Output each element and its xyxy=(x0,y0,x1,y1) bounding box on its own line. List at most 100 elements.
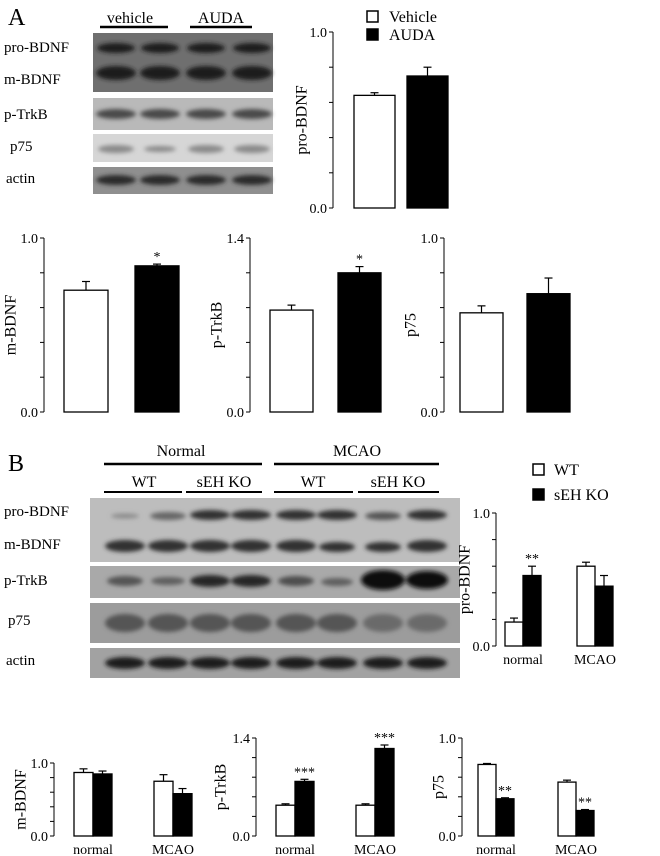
bar xyxy=(576,565,596,647)
blot-label-p75-b: p75 xyxy=(8,613,31,629)
significance-marker: ** xyxy=(525,552,539,567)
legend-swatch-vehicle xyxy=(366,10,379,23)
x-category-label: normal xyxy=(275,843,315,856)
blot-label-actin-a: actin xyxy=(6,171,36,187)
legend-label-vehicle: Vehicle xyxy=(389,9,437,26)
bar-chart-4: 0.0 1.0 p75 xyxy=(403,232,571,421)
bar xyxy=(406,75,449,209)
blot-label-pro-bdnf-a: pro-BDNF xyxy=(4,40,69,56)
y-axis-title: p-TrkB xyxy=(213,764,230,811)
bar xyxy=(575,809,595,837)
blot-strip-p-trkb-a xyxy=(93,98,273,130)
x-category-label: normal xyxy=(476,843,516,856)
legend-swatch-sehko xyxy=(532,488,545,501)
significance-marker: ** xyxy=(578,796,592,811)
x-category-label: MCAO xyxy=(354,843,396,856)
group-label-auda: AUDA xyxy=(198,10,245,27)
blot-strip-p-trkb-b xyxy=(90,566,460,598)
bar xyxy=(526,293,571,413)
group-label-vehicle: vehicle xyxy=(107,10,153,27)
y-tick-label-min: 0.0 xyxy=(227,406,245,421)
bar-chart-5: 0.0 1.0 pro-BDNF ** normal MCAO xyxy=(457,507,616,668)
bar xyxy=(374,747,395,837)
y-tick-label-min: 0.0 xyxy=(31,830,49,845)
blot-strip-p75-a xyxy=(93,134,273,162)
bar-chart-1: 0.0 1.0 pro-BDNF xyxy=(294,26,449,217)
blot-label-m-bdnf-a: m-BDNF xyxy=(4,72,61,88)
bar-charts: 0.01.0pro-BDNF0.01.0m-BDNF*0.01.4p-TrkB*… xyxy=(3,26,616,856)
blot-strip-pro-m-bdnf-b xyxy=(90,498,460,562)
blot-label-p75-a: p75 xyxy=(10,139,33,155)
y-tick-label-max: 1.0 xyxy=(421,232,439,247)
legend-swatch-auda xyxy=(366,28,379,41)
x-category-label: normal xyxy=(73,843,113,856)
y-tick-label-max: 1.4 xyxy=(233,732,251,747)
bar xyxy=(63,289,109,413)
y-axis-title: p-TrkB xyxy=(209,302,226,349)
significance-marker: *** xyxy=(294,765,315,780)
y-tick-label-max: 1.0 xyxy=(31,757,49,772)
significance-marker: ** xyxy=(498,784,512,799)
blot-label-m-bdnf-b: m-BDNF xyxy=(4,537,61,553)
bar xyxy=(275,804,296,837)
y-tick-label-max: 1.0 xyxy=(310,26,328,41)
legend-label-sehko: sEH KO xyxy=(554,487,609,504)
significance-marker: * xyxy=(356,253,363,268)
bar-chart-7: 0.0 1.4 p-TrkB *** normal *** MCAO xyxy=(213,731,396,856)
blot-label-actin-b: actin xyxy=(6,653,36,669)
y-axis-title: m-BDNF xyxy=(13,769,30,830)
y-tick-label-max: 1.0 xyxy=(21,232,39,247)
y-tick-label-min: 0.0 xyxy=(439,830,457,845)
blot-label-pro-bdnf-b: pro-BDNF xyxy=(4,504,69,520)
legend-label-wt: WT xyxy=(554,462,579,479)
y-tick-label-max: 1.4 xyxy=(227,232,245,247)
bar xyxy=(269,309,314,413)
panel-letter-a: A xyxy=(8,5,26,31)
bar-chart-6: 0.0 1.0m-BDNF normal MCAO xyxy=(13,757,194,856)
blot-strip-actin-a xyxy=(93,167,273,194)
y-tick-label-max: 1.0 xyxy=(439,732,457,747)
bar xyxy=(73,771,94,837)
bar xyxy=(594,585,614,647)
group-label-mcao: MCAO xyxy=(333,443,381,460)
y-tick-label-min: 0.0 xyxy=(21,406,39,421)
y-tick-label-max: 1.0 xyxy=(473,507,491,522)
y-axis-title: p75 xyxy=(403,313,420,337)
y-tick-label-min: 0.0 xyxy=(233,830,251,845)
legend-swatch-wt xyxy=(532,463,545,476)
bar xyxy=(153,780,174,837)
x-category-label: normal xyxy=(503,653,543,668)
bar xyxy=(355,804,376,837)
y-axis-title: pro-BDNF xyxy=(457,545,474,614)
x-category-label: MCAO xyxy=(574,653,616,668)
blot-strip-pro-m-bdnf-a xyxy=(93,33,273,92)
subgroup-label-wt-mcao: WT xyxy=(301,474,326,491)
legend-label-auda: AUDA xyxy=(389,27,436,44)
bar xyxy=(172,793,193,837)
bar xyxy=(294,780,315,837)
bar xyxy=(134,265,180,413)
y-tick-label-min: 0.0 xyxy=(421,406,439,421)
bar xyxy=(92,773,113,837)
bar xyxy=(337,272,382,413)
y-axis-title: p75 xyxy=(431,775,448,799)
bar xyxy=(353,94,396,209)
y-tick-label-min: 0.0 xyxy=(473,640,491,655)
bar-chart-3: 0.0 1.4 p-TrkB * xyxy=(209,232,382,421)
significance-marker: * xyxy=(154,250,161,265)
significance-marker: *** xyxy=(374,731,395,746)
group-label-normal: Normal xyxy=(157,443,206,460)
bar xyxy=(504,621,524,647)
x-category-label: MCAO xyxy=(152,843,194,856)
subgroup-label-wt-normal: WT xyxy=(132,474,157,491)
x-category-label: MCAO xyxy=(555,843,597,856)
bar xyxy=(522,574,542,647)
bar-chart-8: 0.0 1.0 p75 ** normal ** MCAO xyxy=(431,732,597,856)
y-tick-label-min: 0.0 xyxy=(310,202,328,217)
bar-chart-2: 0.0 1.0 m-BDNF * xyxy=(3,232,180,421)
bar xyxy=(495,798,515,837)
y-axis-title: pro-BDNF xyxy=(294,85,311,154)
blot-label-p-trkb-a: p-TrkB xyxy=(4,107,48,123)
subgroup-label-sehko-normal: sEH KO xyxy=(197,474,252,491)
